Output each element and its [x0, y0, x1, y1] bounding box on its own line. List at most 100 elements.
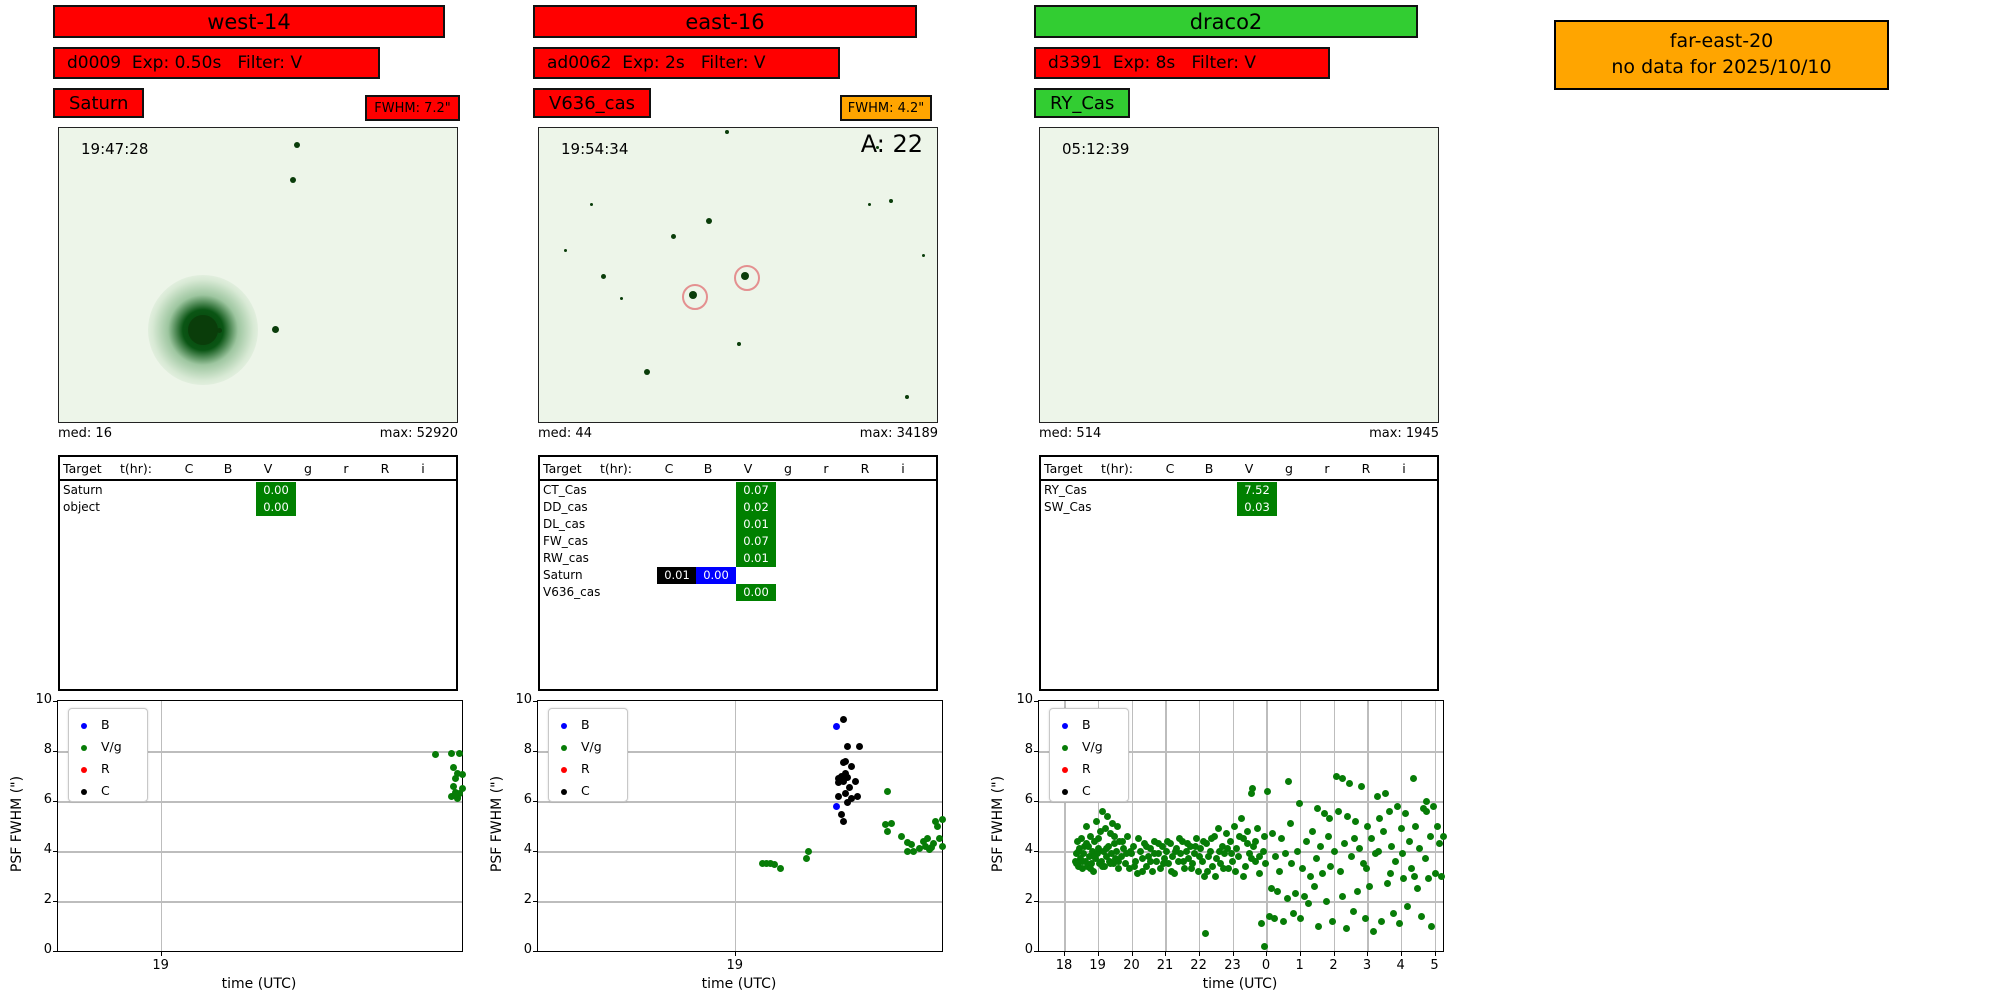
gridline-h	[538, 751, 942, 753]
scatter-point	[450, 782, 458, 790]
scatter-point	[835, 792, 843, 800]
y-tick-label: 10	[35, 692, 52, 707]
scatter-point	[1104, 812, 1112, 820]
scatter-point	[1343, 812, 1351, 820]
scatter-point	[1286, 820, 1294, 827]
star	[589, 203, 593, 207]
telescope-panel-west-14: west-14 d0009 Exp: 0.50s Filter: V Satur…	[9, 0, 523, 1000]
scatter-point	[1241, 862, 1249, 870]
scatter-point	[1349, 907, 1357, 915]
scatter-point	[456, 790, 464, 797]
scatter-point	[1187, 865, 1195, 872]
scatter-point	[841, 770, 849, 777]
scatter-point	[1235, 852, 1243, 860]
x-axis-label: time (UTC)	[1202, 976, 1278, 992]
scatter-point	[1217, 860, 1225, 867]
target-marker-ring	[682, 284, 708, 311]
scatter-point	[1357, 782, 1365, 790]
scatter-point	[833, 722, 841, 730]
scatter-point	[1123, 850, 1131, 857]
scatter-point	[1387, 842, 1395, 850]
x-tick-label: 1	[1295, 958, 1304, 973]
star	[216, 327, 222, 333]
fwhm-plot: PSF FWHM (") time (UTC) 0 2 4 6 8 10 19 B V/g R C	[9, 692, 466, 992]
x-axis-label: time (UTC)	[221, 976, 297, 992]
scatter-point	[1232, 867, 1240, 875]
scatter-point	[1115, 857, 1123, 865]
x-tick-mark	[1165, 951, 1167, 956]
x-tick-label: 20	[1123, 958, 1140, 973]
scatter-point	[1391, 857, 1399, 865]
scatter-point	[1300, 892, 1308, 900]
table-header-filter: B	[703, 461, 713, 476]
scatter-point	[1097, 827, 1105, 835]
y-tick-mark	[533, 951, 538, 952]
y-tick-label: 0	[1024, 942, 1033, 957]
scatter-point	[1205, 852, 1213, 860]
scatter-point	[1271, 852, 1279, 860]
table-row-target-name: CT_Cas	[543, 483, 587, 497]
table-row-target-name: DD_cas	[543, 500, 588, 514]
x-tick-label: 3	[1362, 958, 1372, 973]
scatter-point	[1355, 845, 1363, 852]
table-header-filter: B	[1204, 461, 1214, 476]
scatter-point	[847, 762, 855, 770]
scatter-point	[1233, 845, 1241, 852]
scatter-point	[934, 822, 942, 830]
scatter-point	[1248, 785, 1256, 792]
scatter-point	[1313, 855, 1321, 862]
scatter-point	[1315, 922, 1323, 930]
scatter-point	[1399, 850, 1407, 857]
target-badge: Saturn	[53, 88, 145, 118]
table-header-filter: r	[1324, 461, 1330, 476]
scatter-point	[1086, 852, 1093, 860]
scatter-point	[1203, 840, 1211, 847]
x-tick-label: 4	[1396, 958, 1405, 973]
scatter-point	[898, 832, 906, 840]
table-header-thr: t(hr):	[1101, 461, 1133, 476]
y-axis-label: PSF FWHM (")	[9, 775, 25, 873]
scatter-point	[1113, 847, 1121, 855]
table-cell-hours: 0.01	[736, 516, 776, 533]
scatter-point	[1203, 867, 1211, 875]
legend-label: R	[1082, 761, 1091, 776]
y-tick-label: 2	[1024, 892, 1033, 907]
scatter-point	[1202, 930, 1210, 937]
x-tick-label: 23	[1224, 958, 1241, 973]
table-cell-hours: 0.00	[256, 499, 296, 516]
scatter-point	[1436, 840, 1444, 847]
scatter-point	[1209, 862, 1217, 870]
x-tick-label: 2	[1329, 958, 1338, 973]
scatter-point	[1418, 912, 1426, 920]
star	[670, 233, 676, 239]
scatter-point	[1283, 895, 1291, 902]
scatter-point	[1341, 840, 1349, 847]
scatter-point	[1136, 847, 1144, 855]
star	[271, 326, 279, 334]
legend-marker	[561, 723, 567, 729]
scatter-point	[1164, 860, 1172, 867]
scatter-point	[1191, 850, 1199, 857]
scatter-point	[1263, 787, 1271, 795]
gridline-h	[538, 801, 942, 803]
scatter-point	[1333, 772, 1341, 780]
scatter-point	[1361, 915, 1369, 922]
x-tick-label: 5	[1430, 958, 1439, 973]
scatter-point	[1191, 842, 1199, 850]
star	[706, 218, 712, 225]
y-tick-mark	[53, 851, 58, 852]
scatter-point	[1243, 827, 1251, 835]
scatter-point	[1159, 860, 1167, 867]
table-header-filter: V	[743, 461, 753, 476]
table-header-filter: B	[223, 461, 233, 476]
scatter-point	[1109, 820, 1117, 827]
y-tick-mark	[1034, 751, 1039, 752]
scatter-point	[855, 742, 863, 750]
table-divider	[540, 479, 936, 481]
scatter-point	[1331, 847, 1339, 855]
star	[619, 296, 623, 300]
scatter-point	[841, 790, 849, 797]
scatter-point	[1423, 807, 1431, 815]
y-tick-mark	[1034, 801, 1039, 802]
fwhm-plot: PSF FWHM (") time (UTC) 0 2 4 6 8 10 19 B V/g R C	[489, 692, 946, 992]
